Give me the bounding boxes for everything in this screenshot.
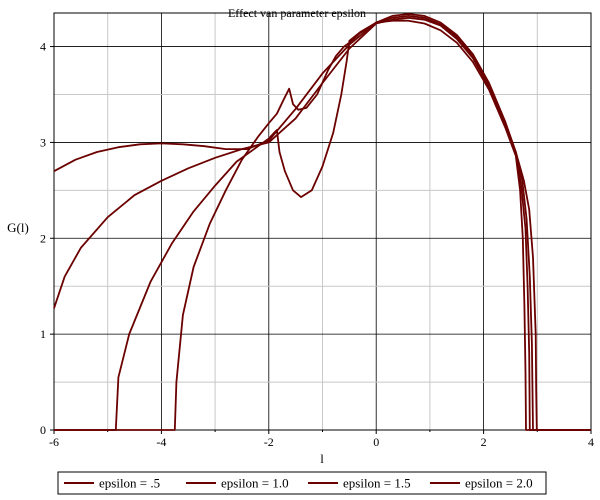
x-tick-label: -6	[49, 435, 59, 449]
y-tick-label: 0	[40, 423, 46, 437]
legend-label: epsilon = 2.0	[465, 476, 533, 491]
y-axis-label: G(l)	[7, 220, 29, 235]
legend: epsilon = .5 epsilon = 1.0 epsilon = 1.5 ep…	[57, 471, 547, 495]
y-tick-label: 1	[40, 327, 46, 341]
y-tick-label: 4	[40, 40, 46, 54]
series-line-1	[54, 15, 591, 431]
x-tick-label: 0	[373, 435, 379, 449]
legend-label: epsilon = 1.5	[343, 476, 411, 491]
x-axis-label: l	[320, 451, 324, 466]
y-tick-label: 2	[40, 231, 46, 245]
series-line-3	[53, 16, 591, 431]
x-axis-ticks: -6 -4 -2 0 2 4	[49, 430, 594, 449]
series-line-4	[53, 19, 591, 431]
series-group	[53, 13, 591, 431]
y-axis-ticks: 0 1 2 3 4	[40, 40, 54, 437]
x-tick-label: -4	[156, 435, 166, 449]
x-tick-label: 2	[481, 435, 487, 449]
y-tick-label: 3	[40, 135, 46, 149]
legend-box	[57, 471, 547, 495]
x-tick-label: 4	[588, 435, 594, 449]
legend-label: epsilon = .5	[99, 476, 160, 491]
x-tick-label: -2	[264, 435, 274, 449]
legend-label: epsilon = 1.0	[221, 476, 289, 491]
grid	[53, 13, 592, 431]
